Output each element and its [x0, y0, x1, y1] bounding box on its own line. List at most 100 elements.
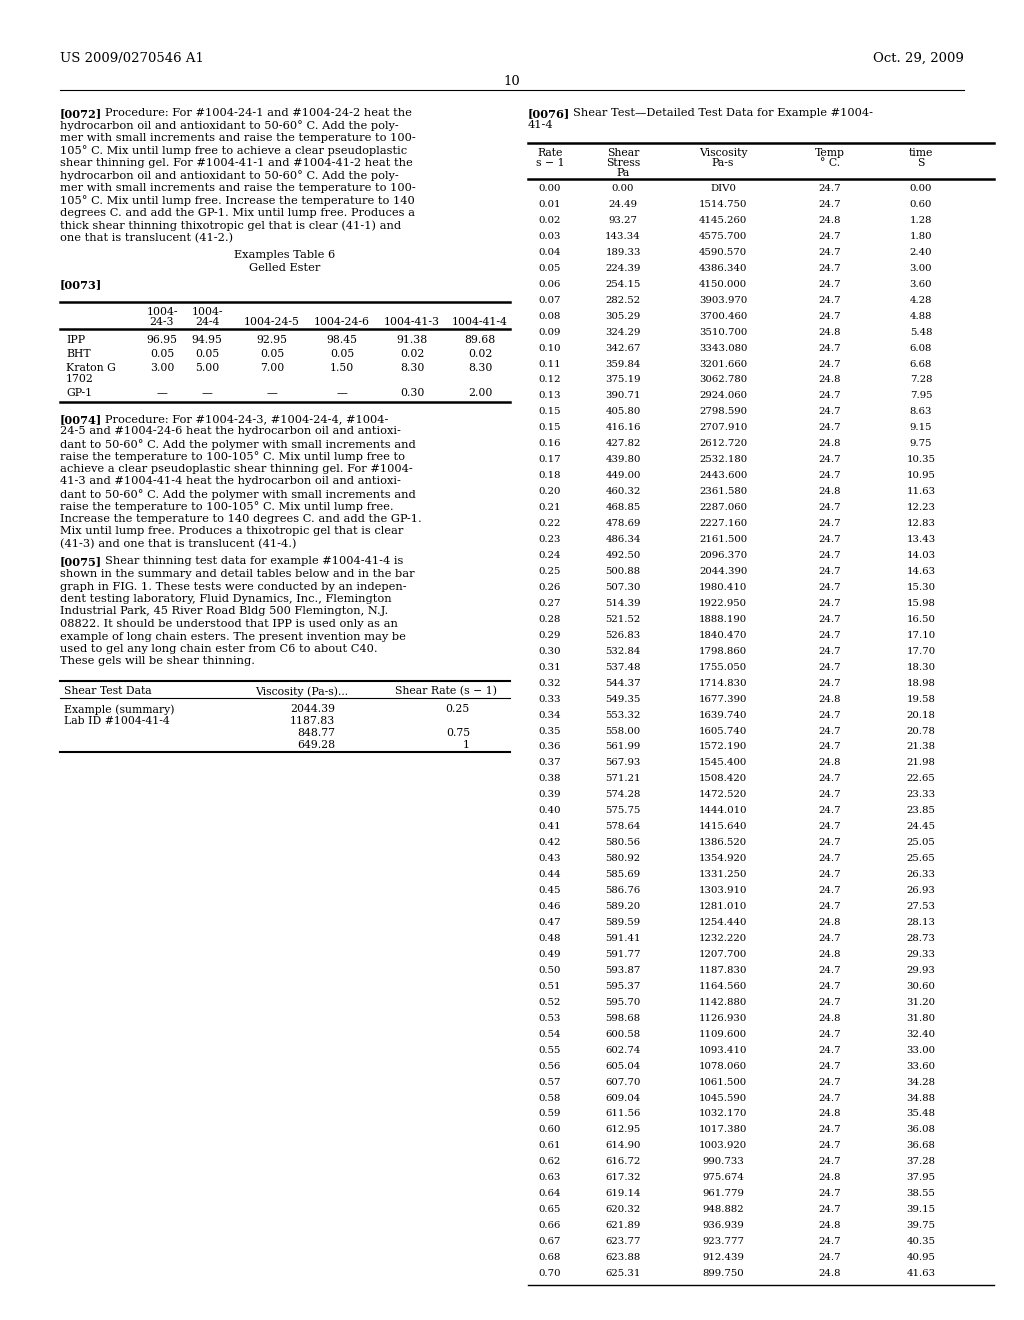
- Text: —: —: [266, 388, 278, 399]
- Text: 4.28: 4.28: [909, 296, 932, 305]
- Text: 0.33: 0.33: [539, 694, 561, 704]
- Text: 1508.420: 1508.420: [699, 775, 748, 783]
- Text: 580.92: 580.92: [605, 854, 641, 863]
- Text: dant to 50-60° C. Add the polymer with small increments and: dant to 50-60° C. Add the polymer with s…: [60, 440, 416, 450]
- Text: 24.7: 24.7: [818, 280, 842, 289]
- Text: 0.04: 0.04: [539, 248, 561, 257]
- Text: 0.05: 0.05: [195, 348, 219, 359]
- Text: 936.939: 936.939: [702, 1221, 743, 1230]
- Text: 607.70: 607.70: [605, 1077, 641, 1086]
- Text: 31.80: 31.80: [906, 1014, 936, 1023]
- Text: Temp: Temp: [815, 148, 845, 158]
- Text: 1702: 1702: [66, 374, 94, 384]
- Text: 0.07: 0.07: [539, 296, 561, 305]
- Text: 24.7: 24.7: [818, 471, 842, 480]
- Text: 11.63: 11.63: [906, 487, 936, 496]
- Text: 0.23: 0.23: [539, 535, 561, 544]
- Text: 4150.000: 4150.000: [699, 280, 748, 289]
- Text: GP-1: GP-1: [66, 388, 92, 399]
- Text: 1045.590: 1045.590: [699, 1093, 748, 1102]
- Text: 24.7: 24.7: [818, 1093, 842, 1102]
- Text: 1109.600: 1109.600: [699, 1030, 748, 1039]
- Text: 614.90: 614.90: [605, 1142, 641, 1151]
- Text: 0.16: 0.16: [539, 440, 561, 449]
- Text: Industrial Park, 45 River Road Bldg 500 Flemington, N.J.: Industrial Park, 45 River Road Bldg 500 …: [60, 606, 388, 616]
- Text: [0076]: [0076]: [528, 108, 570, 119]
- Text: 21.98: 21.98: [906, 759, 936, 767]
- Text: 4575.700: 4575.700: [698, 232, 748, 240]
- Text: 17.70: 17.70: [906, 647, 936, 656]
- Text: 1303.910: 1303.910: [698, 886, 748, 895]
- Text: 602.74: 602.74: [605, 1045, 641, 1055]
- Text: 1164.560: 1164.560: [698, 982, 748, 991]
- Text: 3510.700: 3510.700: [698, 327, 748, 337]
- Text: 0.54: 0.54: [539, 1030, 561, 1039]
- Text: 620.32: 620.32: [605, 1205, 641, 1214]
- Text: 3.60: 3.60: [909, 280, 932, 289]
- Text: 532.84: 532.84: [605, 647, 641, 656]
- Text: 0.62: 0.62: [539, 1158, 561, 1167]
- Text: 359.84: 359.84: [605, 359, 641, 368]
- Text: 41.63: 41.63: [906, 1269, 936, 1278]
- Text: 34.28: 34.28: [906, 1077, 936, 1086]
- Text: 14.63: 14.63: [906, 568, 936, 576]
- Text: 29.33: 29.33: [906, 950, 936, 958]
- Text: [0074]: [0074]: [60, 414, 102, 425]
- Text: 923.777: 923.777: [702, 1237, 744, 1246]
- Text: 39.15: 39.15: [906, 1205, 936, 1214]
- Text: 24.7: 24.7: [818, 343, 842, 352]
- Text: 605.04: 605.04: [605, 1061, 641, 1071]
- Text: 899.750: 899.750: [702, 1269, 743, 1278]
- Text: dent testing laboratory, Fluid Dynamics, Inc., Flemington: dent testing laboratory, Fluid Dynamics,…: [60, 594, 391, 605]
- Text: 3343.080: 3343.080: [698, 343, 748, 352]
- Text: 593.87: 593.87: [605, 966, 641, 975]
- Text: 7.00: 7.00: [260, 363, 284, 374]
- Text: 24.7: 24.7: [818, 296, 842, 305]
- Text: 0.06: 0.06: [539, 280, 561, 289]
- Text: 7.28: 7.28: [909, 375, 932, 384]
- Text: 0.11: 0.11: [539, 359, 561, 368]
- Text: 2227.160: 2227.160: [699, 519, 748, 528]
- Text: 24.8: 24.8: [819, 375, 842, 384]
- Text: 1142.880: 1142.880: [698, 998, 748, 1007]
- Text: 38.55: 38.55: [906, 1189, 936, 1199]
- Text: 0.46: 0.46: [539, 902, 561, 911]
- Text: 0.67: 0.67: [539, 1237, 561, 1246]
- Text: 416.16: 416.16: [605, 424, 641, 433]
- Text: 0.29: 0.29: [539, 631, 561, 640]
- Text: 0.51: 0.51: [539, 982, 561, 991]
- Text: 591.41: 591.41: [605, 935, 641, 942]
- Text: 948.882: 948.882: [702, 1205, 743, 1214]
- Text: 18.30: 18.30: [906, 663, 936, 672]
- Text: Shear: Shear: [607, 148, 639, 158]
- Text: shear thinning gel. For #1004-41-1 and #1004-41-2 heat the: shear thinning gel. For #1004-41-1 and #…: [60, 158, 413, 168]
- Text: 15.30: 15.30: [906, 583, 936, 591]
- Text: Lab ID #1004-41-4: Lab ID #1004-41-4: [63, 715, 170, 726]
- Text: 24.7: 24.7: [818, 1077, 842, 1086]
- Text: 3903.970: 3903.970: [698, 296, 748, 305]
- Text: 1187.83: 1187.83: [290, 715, 335, 726]
- Text: 5.00: 5.00: [195, 363, 219, 374]
- Text: S: S: [918, 158, 925, 168]
- Text: 24.7: 24.7: [818, 1045, 842, 1055]
- Text: 24.7: 24.7: [818, 248, 842, 257]
- Text: 24.7: 24.7: [818, 503, 842, 512]
- Text: 24.8: 24.8: [819, 1221, 842, 1230]
- Text: 29.93: 29.93: [906, 966, 936, 975]
- Text: 625.31: 625.31: [605, 1269, 641, 1278]
- Text: 0.15: 0.15: [539, 424, 561, 433]
- Text: 544.37: 544.37: [605, 678, 641, 688]
- Text: 24.7: 24.7: [818, 870, 842, 879]
- Text: 9.15: 9.15: [909, 424, 932, 433]
- Text: 9.75: 9.75: [909, 440, 932, 449]
- Text: 24.7: 24.7: [818, 1142, 842, 1151]
- Text: example of long chain esters. The present invention may be: example of long chain esters. The presen…: [60, 631, 406, 642]
- Text: 31.20: 31.20: [906, 998, 936, 1007]
- Text: 24.8: 24.8: [819, 1014, 842, 1023]
- Text: 0.32: 0.32: [539, 678, 561, 688]
- Text: 4.88: 4.88: [909, 312, 932, 321]
- Text: 2096.370: 2096.370: [699, 550, 748, 560]
- Text: 612.95: 612.95: [605, 1126, 641, 1134]
- Text: 27.53: 27.53: [906, 902, 936, 911]
- Text: 1017.380: 1017.380: [698, 1126, 748, 1134]
